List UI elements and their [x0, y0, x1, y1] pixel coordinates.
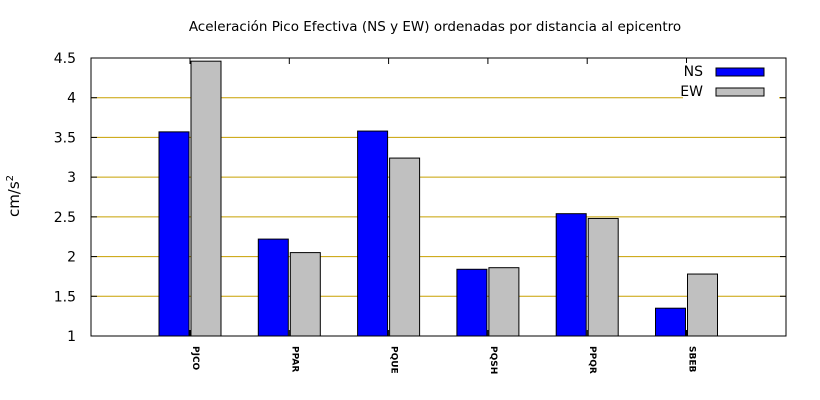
bar-ns-ppqr	[555, 213, 587, 337]
legend: NS EW	[680, 63, 779, 100]
y-tick-label: 4.5	[54, 51, 76, 67]
bar-ns-sbeb	[655, 307, 686, 337]
chart-title: Aceleración Pico Efectiva (NS y EW) orde…	[189, 19, 681, 35]
y-axis-label: cm/s2	[5, 175, 23, 217]
legend-label-ew: EW	[680, 84, 703, 100]
legend-swatch-ns	[715, 67, 765, 77]
x-tick-label: PPQR	[587, 346, 597, 374]
y-ticks: 1 1.5 2 2.5 3 3.5 4 4.5	[54, 51, 786, 345]
x-tick-label: PQUE	[389, 346, 399, 374]
bar-ew-ppqr	[587, 217, 619, 337]
legend-swatch-ew	[715, 87, 765, 97]
svg-text:cm/s2: cm/s2	[5, 175, 23, 217]
bar-ew-pjco	[190, 60, 222, 337]
bar-ns-pjco	[158, 131, 190, 337]
bar-ns-pqsh	[456, 268, 488, 337]
bar-ew-sbeb	[687, 273, 718, 337]
y-tick-label: 3	[67, 170, 76, 186]
x-tick-label: PJCO	[190, 346, 200, 371]
x-ticks: PJCO PPAR PQUE PQSH PPQR SBEB	[189, 58, 697, 374]
y-tick-label: 2	[67, 250, 76, 266]
bar-ns-pque	[357, 130, 389, 337]
x-tick-label: PPAR	[289, 346, 299, 372]
y-tick-label: 4	[67, 91, 76, 107]
plot-frame	[90, 57, 787, 337]
bar-ns-ppar	[257, 238, 289, 337]
bar-ew-pqsh	[488, 267, 520, 337]
y-tick-label: 1.5	[54, 289, 76, 305]
y-axis-label-text: cm/s	[5, 181, 23, 217]
y-axis-label-superscript: 2	[5, 175, 16, 181]
bar-ew-ppar	[289, 252, 321, 337]
y-tick-label: 1	[67, 329, 76, 345]
bar-ew-pque	[389, 157, 421, 337]
x-tick-label: PQSH	[488, 346, 498, 374]
y-tick-label: 2.5	[54, 210, 76, 226]
bars	[158, 60, 718, 337]
legend-label-ns: NS	[684, 64, 703, 80]
y-tick-label: 3.5	[54, 130, 76, 146]
x-tick-label: SBEB	[687, 346, 697, 372]
